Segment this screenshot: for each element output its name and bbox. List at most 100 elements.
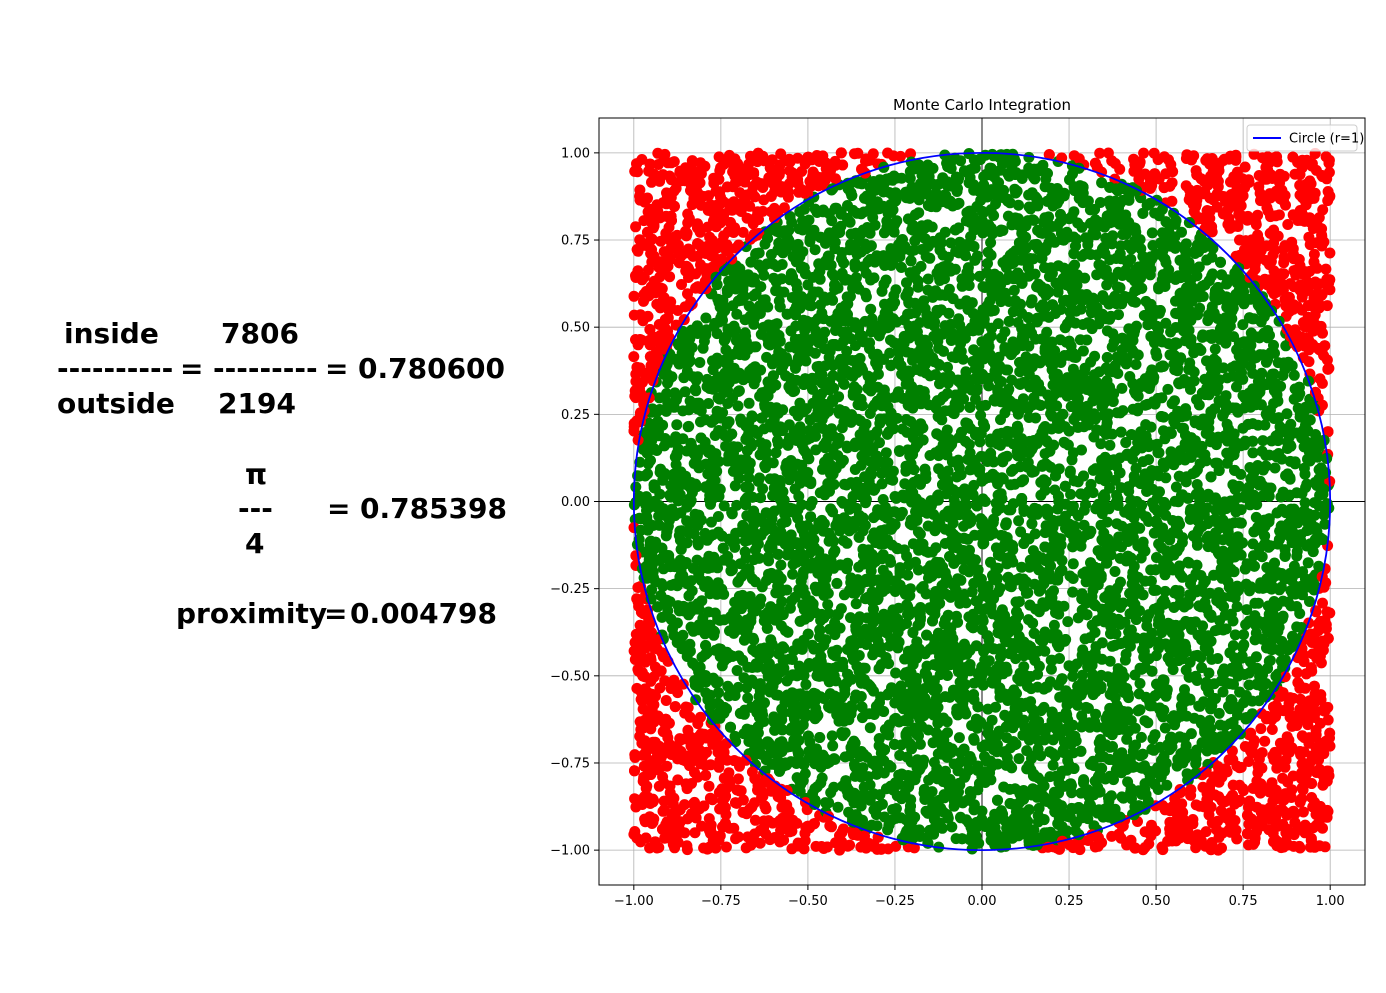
inside-point [1109, 566, 1121, 577]
outside-point [1215, 805, 1227, 817]
inside-point [732, 400, 744, 412]
inside-point [924, 450, 936, 461]
pi-dashes: --- [238, 492, 273, 525]
inside-point [1135, 731, 1147, 743]
pi-value: 0.785398 [360, 492, 508, 525]
inside-point [917, 538, 929, 550]
inside-point [1130, 359, 1142, 370]
outside-point [1259, 735, 1271, 747]
outside-point [655, 235, 667, 247]
inside-point [1288, 369, 1300, 381]
outside-point [1277, 772, 1289, 784]
outside-point [1226, 745, 1238, 757]
outside-point [1248, 148, 1260, 160]
inside-point [665, 613, 677, 625]
inside-point [1030, 412, 1042, 424]
inside-point [982, 258, 993, 269]
outside-point [826, 821, 837, 833]
inside-point [1045, 663, 1057, 675]
outside-count: 2194 [218, 387, 296, 420]
outside-point [1317, 597, 1328, 609]
inside-point [1037, 299, 1049, 311]
inside-point [1015, 526, 1027, 538]
outside-label: outside [57, 387, 175, 420]
outside-point [1282, 219, 1294, 230]
inside-point [933, 463, 945, 475]
outside-point [660, 695, 672, 706]
inside-point [703, 398, 714, 409]
inside-point [1247, 538, 1259, 550]
proximity-value: 0.004798 [350, 597, 498, 630]
inside-point [1062, 616, 1074, 628]
outside-point [1255, 723, 1267, 735]
inside-point [959, 588, 970, 600]
inside-point [995, 651, 1006, 663]
inside-point [1063, 335, 1075, 347]
outside-point [659, 148, 671, 160]
inside-point [1291, 550, 1303, 562]
inside-point [1116, 382, 1128, 394]
pi-equals: = [327, 492, 351, 525]
outside-point [705, 759, 717, 771]
outside-point [1286, 236, 1298, 248]
inside-point [718, 500, 730, 512]
inside-point [1029, 173, 1041, 185]
inside-point [1096, 637, 1108, 649]
ratio-value: 0.780600 [358, 352, 506, 385]
outside-point [1094, 147, 1106, 159]
inside-point [850, 598, 862, 610]
inside-point [775, 559, 787, 571]
inside-point [1089, 203, 1101, 215]
inside-point [1277, 610, 1289, 622]
inside-point [1054, 566, 1066, 578]
inside-point [1007, 306, 1019, 318]
inside-point [946, 821, 958, 833]
inside-point [1146, 227, 1158, 239]
inside-point [960, 597, 972, 609]
inside-point [1002, 210, 1014, 222]
proximity-label: proximity [176, 597, 328, 630]
inside-point [1077, 669, 1088, 681]
inside-point [880, 447, 892, 459]
ratio-value-dashes: --------- [213, 352, 318, 385]
outside-point [1278, 257, 1290, 269]
outside-point [668, 156, 680, 168]
inside-point [997, 225, 1009, 236]
outside-point [676, 279, 687, 290]
outside-point [1294, 842, 1306, 854]
inside-point [1143, 454, 1155, 466]
inside-point [945, 237, 957, 249]
inside-point [823, 797, 835, 809]
outside-point [766, 154, 778, 166]
inside-point [1058, 436, 1070, 448]
inside-point [1085, 478, 1097, 490]
inside-point [982, 703, 994, 715]
inside-point [1134, 678, 1146, 689]
outside-point [703, 780, 715, 792]
inside-point [702, 468, 714, 480]
pi-symbol: π [245, 458, 268, 491]
inside-point [630, 481, 642, 493]
outside-point [1180, 180, 1192, 192]
outside-point [749, 814, 761, 826]
inside-point [1257, 435, 1269, 447]
inside-point [671, 419, 683, 431]
inside-point [901, 277, 912, 289]
ratio-equals-2: = [325, 352, 349, 385]
inside-point [998, 781, 1010, 793]
pi-denominator: 4 [245, 527, 265, 560]
scatter-points [628, 147, 1336, 856]
inside-point [1247, 447, 1259, 459]
inside-point [877, 564, 889, 576]
inside-point [1217, 686, 1229, 698]
inside-point [711, 465, 723, 477]
inside-point [1219, 609, 1231, 621]
inside-point [1067, 573, 1079, 584]
outside-point [1252, 760, 1264, 772]
ratio-label-dashes: ---------- [57, 352, 174, 385]
inside-point [985, 556, 996, 568]
inside-point [1047, 759, 1059, 771]
ratio-equals-1: = [180, 352, 204, 385]
proximity-equals: = [324, 597, 348, 630]
